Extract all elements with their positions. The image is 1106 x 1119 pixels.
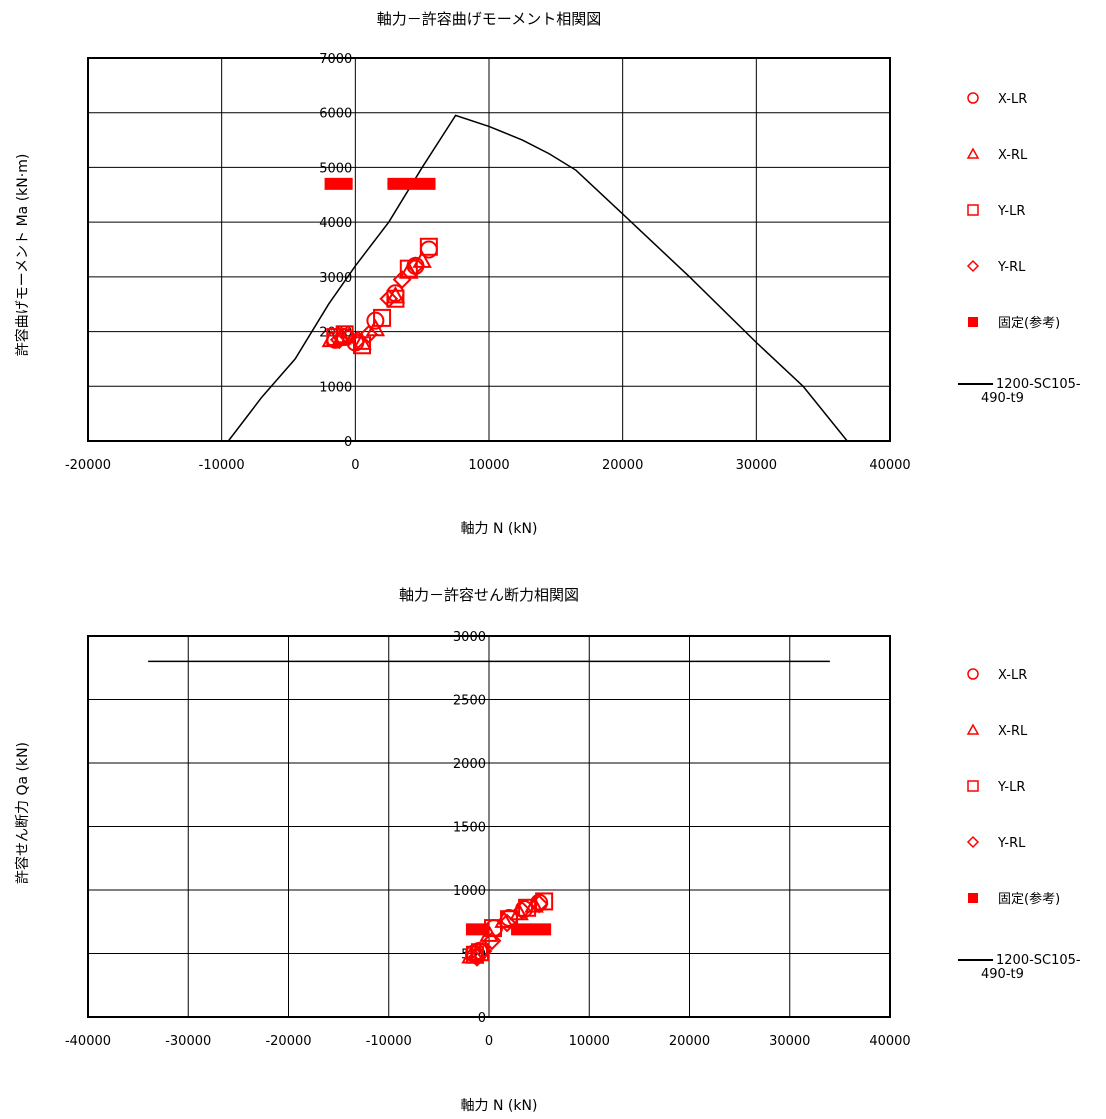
chart-2-point-y-lr <box>470 943 489 962</box>
chart-2-ytick-label: 1000 <box>453 884 486 899</box>
chart-2-xtick-label: -40000 <box>65 1034 111 1049</box>
chart-2-ytick-label: 0 <box>478 1011 486 1026</box>
chart-2-xtick-label: 40000 <box>869 1034 910 1049</box>
chart-2-plot-frame <box>87 635 891 1018</box>
chart-2-point-y-lr <box>535 892 554 911</box>
chart-2-point-y-rl <box>497 913 517 933</box>
chart-1-curve-1200-SC105-490-t9 <box>227 114 848 442</box>
chart-1-legend-label: X-RL <box>998 148 1028 163</box>
chart-2-point-y-rl <box>512 900 532 920</box>
chart-2-fixed-ref-bar <box>465 923 489 936</box>
chart-1-point-x-rl <box>332 326 352 345</box>
chart-1-ytick-label: 4000 <box>319 216 352 231</box>
chart-2-point-y-rl <box>467 947 487 967</box>
chart-1-legend-label: Y-LR <box>997 204 1025 219</box>
chart-2-ytick-label: 2000 <box>453 757 486 772</box>
chart-1-point-y-rl <box>379 289 399 309</box>
chart-1-xtick-label: 30000 <box>736 458 777 473</box>
chart-1-legend-diamond-swatch <box>966 259 980 273</box>
chart-1-legend-fixed-swatch <box>968 317 978 327</box>
chart-1-legend-label: 1200-SC105-490-t9 <box>981 377 1081 406</box>
chart-2-xtick-label: 20000 <box>669 1034 710 1049</box>
chart-1-ytick-label: 5000 <box>319 161 352 176</box>
chart-1-fixed-ref-bar <box>324 177 353 190</box>
chart-1-y-axis-label: 許容曲げモーメント Ma (kN·m) <box>14 154 31 357</box>
chart-2-title: 軸力－許容せん断力相関図 <box>399 586 579 604</box>
chart-1-ytick-label: 6000 <box>319 107 352 122</box>
chart-1-legend-triangle-swatch <box>966 147 980 159</box>
chart-2-fixed-ref-bar <box>511 923 552 936</box>
chart-1-point-y-lr <box>353 336 372 355</box>
chart-2-ytick-label: 1500 <box>453 821 486 836</box>
chart-2-legend-label: X-RL <box>998 724 1028 739</box>
chart-1-legend-label: 固定(参考) <box>998 315 1060 331</box>
chart-1-point-y-rl <box>359 324 379 344</box>
chart-2-legend-fixed-swatch <box>968 893 978 903</box>
chart-1-xtick-label: 40000 <box>869 458 910 473</box>
chart-1-point-y-rl <box>339 327 359 347</box>
chart-2-point-y-rl <box>482 931 502 951</box>
chart-1-plot-frame <box>87 57 891 442</box>
chart-2-legend-square-swatch <box>967 780 979 792</box>
chart-2-xtick-label: -20000 <box>265 1034 311 1049</box>
chart-2-legend-triangle-swatch <box>966 723 980 735</box>
chart-1-point-y-lr <box>399 259 418 278</box>
chart-2-ytick-label: 3000 <box>453 630 486 645</box>
chart-1-xtick-label: 10000 <box>468 458 509 473</box>
chart-1-ytick-label: 1000 <box>319 380 352 395</box>
chart-1-point-x-rl <box>385 285 406 304</box>
chart-2-legend-label: 1200-SC105-490-t9 <box>981 953 1081 982</box>
chart-2-x-axis-label: 軸力 N (kN) <box>461 1098 538 1114</box>
chart-2-ytick-label: 2500 <box>453 694 486 709</box>
chart-2-xtick-label: 30000 <box>769 1034 810 1049</box>
chart-2-point-y-rl <box>473 941 493 961</box>
chart-2-legend-diamond-swatch <box>966 835 980 849</box>
chart-1-point-y-rl <box>392 270 412 290</box>
chart-1-legend-label: X-LR <box>998 92 1027 107</box>
chart-1-legend-square-swatch <box>967 204 979 216</box>
chart-1-x-axis-label: 軸力 N (kN) <box>461 521 538 537</box>
chart-1-point-y-lr <box>373 308 392 327</box>
chart-1-xtick-label: -10000 <box>199 458 245 473</box>
chart-2-point-y-rl <box>529 894 549 914</box>
chart-2-xtick-label: -10000 <box>366 1034 412 1049</box>
chart-2-legend-label: 固定(参考) <box>998 891 1060 907</box>
chart-1-xtick-label: -20000 <box>65 458 111 473</box>
chart-2-xtick-label: 10000 <box>569 1034 610 1049</box>
chart-2-legend-label: Y-LR <box>997 780 1025 795</box>
chart-1-fixed-ref-bar <box>387 177 436 190</box>
chart-2-legend-circle-swatch <box>967 668 979 680</box>
chart-1-point-x-lr <box>366 311 385 330</box>
chart-1-point-y-lr <box>386 289 405 308</box>
chart-1-legend-label: Y-RL <box>997 260 1026 275</box>
chart-2-xtick-label: -30000 <box>165 1034 211 1049</box>
chart-2-legend-label: Y-RL <box>997 836 1026 851</box>
chart-1-xtick-label: 0 <box>351 458 359 473</box>
chart-2-y-axis-label: 許容せん断力 Qa (kN) <box>14 742 31 884</box>
chart-1-xtick-label: 20000 <box>602 458 643 473</box>
chart-2-xtick-label: 0 <box>485 1034 493 1049</box>
chart-1-title: 軸力－許容曲げモーメント相関図 <box>377 10 601 28</box>
chart-1-legend-circle-swatch <box>967 92 979 104</box>
chart-1-ytick-label: 0 <box>344 435 352 450</box>
chart-1-point-y-lr <box>419 237 438 256</box>
chart-1-point-x-rl <box>352 332 372 350</box>
chart-2-legend-label: X-LR <box>998 668 1027 683</box>
chart-1-point-y-rl <box>329 330 349 350</box>
chart-1-point-y-rl <box>406 256 425 276</box>
chart-1-ytick-label: 7000 <box>319 52 352 67</box>
chart-2-point-y-lr <box>500 910 519 929</box>
